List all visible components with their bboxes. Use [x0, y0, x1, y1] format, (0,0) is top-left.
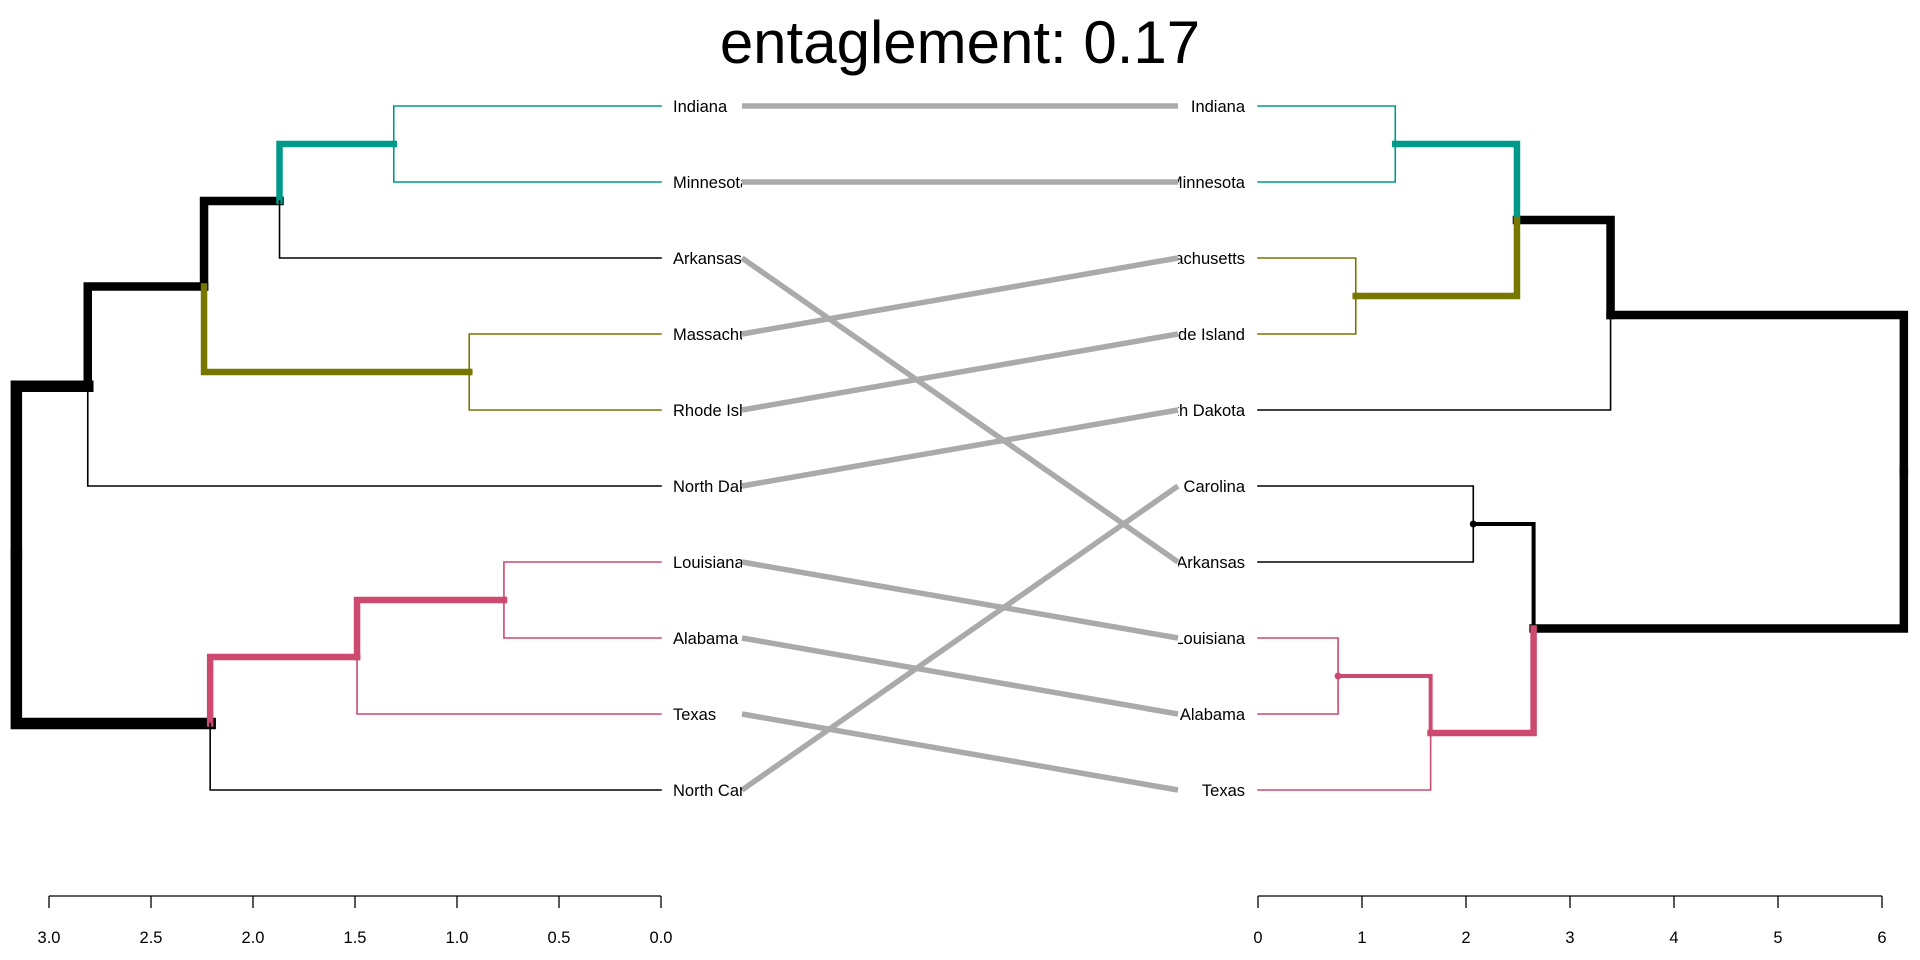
leaf-branch	[392, 105, 662, 145]
right-axis-tick-label: 5	[1773, 929, 1782, 947]
left-leaf-label: Rhode Island	[673, 402, 770, 420]
chart-title: entaglement: 0.17	[719, 9, 1201, 76]
right-axis-tick-label: 4	[1669, 929, 1678, 947]
left-leaf-label: Indiana	[673, 98, 728, 116]
branch	[1471, 522, 1536, 631]
connector-line	[741, 635, 1179, 717]
left-axis-tick-label: 0.5	[548, 929, 571, 947]
leaf-branch	[1257, 105, 1397, 145]
leaf-branch	[1257, 523, 1475, 563]
leaf-branch	[1257, 295, 1357, 335]
right-leaf-label: North Carolina	[1139, 478, 1246, 496]
leaf-branch	[468, 371, 662, 411]
leaf-branch	[503, 561, 662, 601]
leaf-branch	[1257, 675, 1339, 715]
branch	[10, 549, 216, 730]
connector-line	[741, 407, 1179, 489]
leaf-branch	[278, 200, 662, 259]
branch	[10, 380, 94, 561]
right-leaf-label: Rhode Island	[1148, 326, 1245, 344]
branch	[1606, 310, 1909, 476]
right-leaf-label: Texas	[1202, 782, 1245, 800]
connector-line	[741, 255, 1179, 337]
leaf-branch	[1257, 732, 1432, 791]
left-axis: 3.0 2.5 2.0 1.5 1.0 0.5 0.0	[38, 895, 673, 947]
left-leaf-label: Alabama	[673, 630, 739, 648]
left-dendrogram	[10, 105, 662, 791]
left-axis-tick-label: 1.5	[344, 929, 367, 947]
connector-line	[741, 331, 1179, 413]
connector-line	[740, 255, 1180, 565]
branch	[1427, 625, 1537, 737]
branch	[200, 283, 473, 376]
leaf-branch	[1257, 485, 1475, 525]
left-leaf-label: North Carolina	[673, 782, 780, 800]
branch	[1529, 467, 1909, 633]
right-leaf-label: Alabama	[1180, 706, 1246, 724]
branch	[276, 140, 398, 205]
leaf-branch	[503, 599, 662, 639]
branch	[206, 653, 361, 727]
branch	[1352, 216, 1521, 300]
left-axis-tick-label: 0.0	[650, 929, 673, 947]
leaf-branch	[1257, 314, 1612, 411]
branch	[1512, 215, 1615, 320]
left-axis-tick-label: 3.0	[38, 929, 61, 947]
right-leaf-label: North Dakota	[1148, 402, 1246, 420]
right-axis-tick-label: 2	[1461, 929, 1470, 947]
left-leaf-label: Texas	[673, 706, 716, 724]
leaf-branch	[1257, 143, 1397, 183]
left-leaf-label: North Dakota	[673, 478, 771, 496]
leaf-branch	[1257, 257, 1357, 297]
connector-line	[741, 559, 1179, 641]
connector-line	[740, 483, 1180, 793]
leaf-branch	[468, 333, 662, 373]
right-axis-tick-label: 6	[1877, 929, 1886, 947]
connector-lines	[740, 103, 1180, 793]
leaf-branch	[1257, 637, 1339, 677]
right-leaf-label: Massachusetts	[1135, 250, 1245, 268]
branch	[199, 196, 284, 291]
leaf-branch	[86, 385, 662, 487]
left-leaf-label: Arkansas	[673, 250, 742, 268]
right-leaf-label: Arkansas	[1176, 554, 1245, 572]
branch	[83, 282, 209, 391]
left-leaf-label: Massachusetts	[673, 326, 783, 344]
leaf-branch	[356, 656, 662, 715]
left-leaf-labels: Indiana Minnesota Arkansas Massachusetts Rho…	[673, 98, 783, 800]
branch	[353, 596, 508, 661]
right-axis: 0 1 2 3 4 5 6	[1253, 895, 1887, 947]
right-axis-tick-label: 3	[1565, 929, 1574, 947]
right-axis-tick-label: 1	[1357, 929, 1366, 947]
branch	[1392, 140, 1521, 224]
right-leaf-label: Minnesota	[1169, 174, 1246, 192]
left-axis-tick-label: 2.5	[140, 929, 163, 947]
left-axis-tick-label: 1.0	[446, 929, 469, 947]
left-leaf-label: Louisiana	[673, 554, 744, 572]
right-axis-tick-label: 0	[1253, 929, 1262, 947]
leaf-branch	[209, 722, 662, 791]
right-dendrogram	[1257, 105, 1909, 791]
right-leaf-labels: Indiana Minnesota Massachusetts Rhode Islan…	[1135, 98, 1246, 800]
connector-line	[741, 711, 1179, 793]
left-axis-tick-label: 2.0	[242, 929, 265, 947]
leaf-branch	[392, 143, 662, 183]
right-leaf-label: Louisiana	[1174, 630, 1245, 648]
left-leaf-label: Minnesota	[673, 174, 750, 192]
right-leaf-label: Indiana	[1191, 98, 1246, 116]
branch	[1336, 674, 1433, 735]
